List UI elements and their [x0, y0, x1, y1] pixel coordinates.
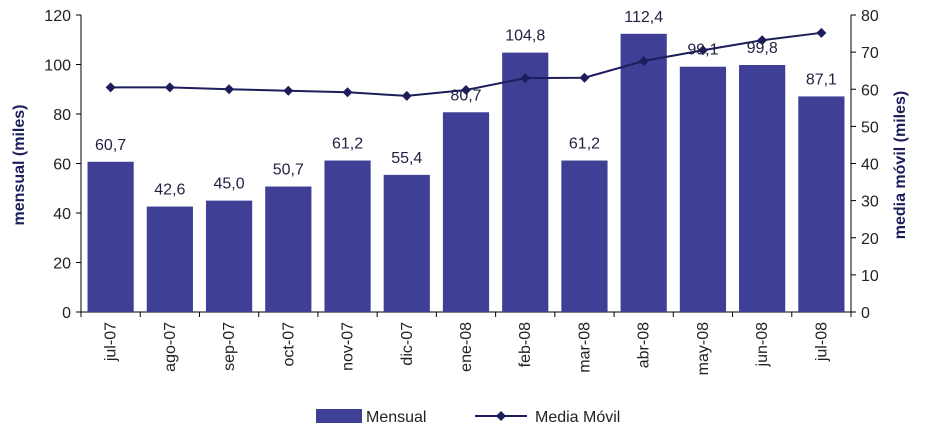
- x-tick-label: jul-07: [103, 322, 120, 362]
- y-tick-label-right: 30: [861, 194, 879, 211]
- line-point-marker: [283, 85, 294, 96]
- y-tick-label-right: 20: [861, 231, 879, 248]
- bar: [205, 200, 253, 312]
- y-tick-label-left: 120: [44, 8, 71, 25]
- line-point-marker: [520, 73, 531, 84]
- y-axis-title-right: media móvil (miles): [892, 91, 909, 240]
- legend: Mensual Media Móvil: [316, 409, 620, 426]
- legend-label-mensual: Mensual: [366, 409, 426, 426]
- bar: [502, 52, 549, 313]
- y-tick-label-left: 20: [53, 256, 71, 273]
- bar-data-label: 45,0: [214, 176, 245, 193]
- y-tick-label-right: 60: [861, 82, 879, 99]
- x-tick-label: mar-08: [576, 322, 593, 373]
- y-tick-label-right: 80: [861, 8, 879, 25]
- legend-label-media-movil: Media Móvil: [535, 409, 620, 426]
- line-point-marker: [401, 90, 412, 101]
- line-point-marker: [757, 35, 768, 46]
- x-tick-labels: jul-07 ago-07 sep-07 oct-07 nov-07 dic-07 ene-…: [103, 322, 831, 375]
- bar-data-label: 87,1: [806, 71, 837, 88]
- x-tick-label: ago-07: [162, 322, 179, 372]
- bar-data-label: 42,6: [154, 182, 185, 199]
- line-point-marker: [579, 72, 590, 83]
- bar: [383, 174, 430, 312]
- y-axis-title-left: mensual (miles): [11, 105, 28, 226]
- bar-data-label: 104,8: [505, 28, 545, 45]
- y-tick-label-left: 60: [53, 157, 71, 174]
- data-labels: 60,7 42,6 45,0 50,7 61,2 55,4 80,7 104,8 61,2 112…: [95, 9, 837, 199]
- bar: [798, 96, 845, 313]
- line-point-marker: [164, 82, 175, 93]
- x-tick-label: nov-07: [340, 322, 357, 371]
- x-tick-label: jul-08: [813, 322, 830, 362]
- bar: [146, 206, 193, 312]
- y-tick-label-left: 0: [62, 305, 71, 322]
- x-tick-label: oct-07: [280, 322, 297, 367]
- line-series-media-movil: [105, 27, 827, 101]
- line-point-marker: [224, 84, 235, 95]
- bar: [324, 160, 371, 312]
- bar-data-label: 60,7: [95, 137, 126, 154]
- y-tick-label-right: 70: [861, 45, 879, 62]
- legend-swatch-mensual: [316, 409, 362, 423]
- bar: [620, 33, 667, 313]
- x-tick-label: abr-08: [636, 322, 653, 368]
- x-tick-label: feb-08: [517, 322, 534, 367]
- bar-data-label: 99,8: [747, 40, 778, 57]
- bar-data-label: 61,2: [332, 136, 363, 153]
- bar-data-label: 80,7: [450, 87, 481, 104]
- bar: [265, 186, 312, 312]
- y-tick-label-left: 40: [53, 206, 71, 223]
- line-point-marker: [342, 87, 353, 98]
- bar-data-label: 55,4: [391, 150, 422, 167]
- y-tick-label-left: 100: [44, 58, 71, 75]
- legend-marker-media-movil: [496, 411, 506, 421]
- y-tick-label-right: 0: [861, 305, 870, 322]
- y-tick-label-left: 80: [53, 107, 71, 124]
- x-tick-label: sep-07: [221, 322, 238, 371]
- line-point-marker: [816, 27, 827, 38]
- y-tick-label-right: 50: [861, 119, 879, 136]
- bar-data-label: 99,1: [687, 42, 718, 59]
- x-tick-label: ene-08: [458, 322, 475, 372]
- bar: [739, 64, 786, 313]
- x-tick-label: dic-07: [399, 322, 416, 366]
- bar-data-label: 112,4: [624, 9, 663, 26]
- line-point-marker: [638, 56, 649, 67]
- line-point-marker: [697, 45, 708, 56]
- line-point-marker: [461, 84, 471, 95]
- bar: [442, 112, 490, 312]
- bar: [561, 160, 608, 312]
- bar-data-label: 61,2: [569, 136, 600, 153]
- bar-series-mensual: [87, 33, 845, 313]
- bar-data-label: 50,7: [273, 162, 304, 179]
- line-point-marker: [105, 82, 116, 93]
- bar: [679, 66, 727, 312]
- y-tick-label-right: 40: [861, 157, 879, 174]
- x-tick-label: may-08: [695, 322, 712, 375]
- y-tick-label-right: 10: [861, 268, 879, 285]
- x-tick-label: jun-08: [754, 322, 771, 368]
- bar: [87, 161, 134, 312]
